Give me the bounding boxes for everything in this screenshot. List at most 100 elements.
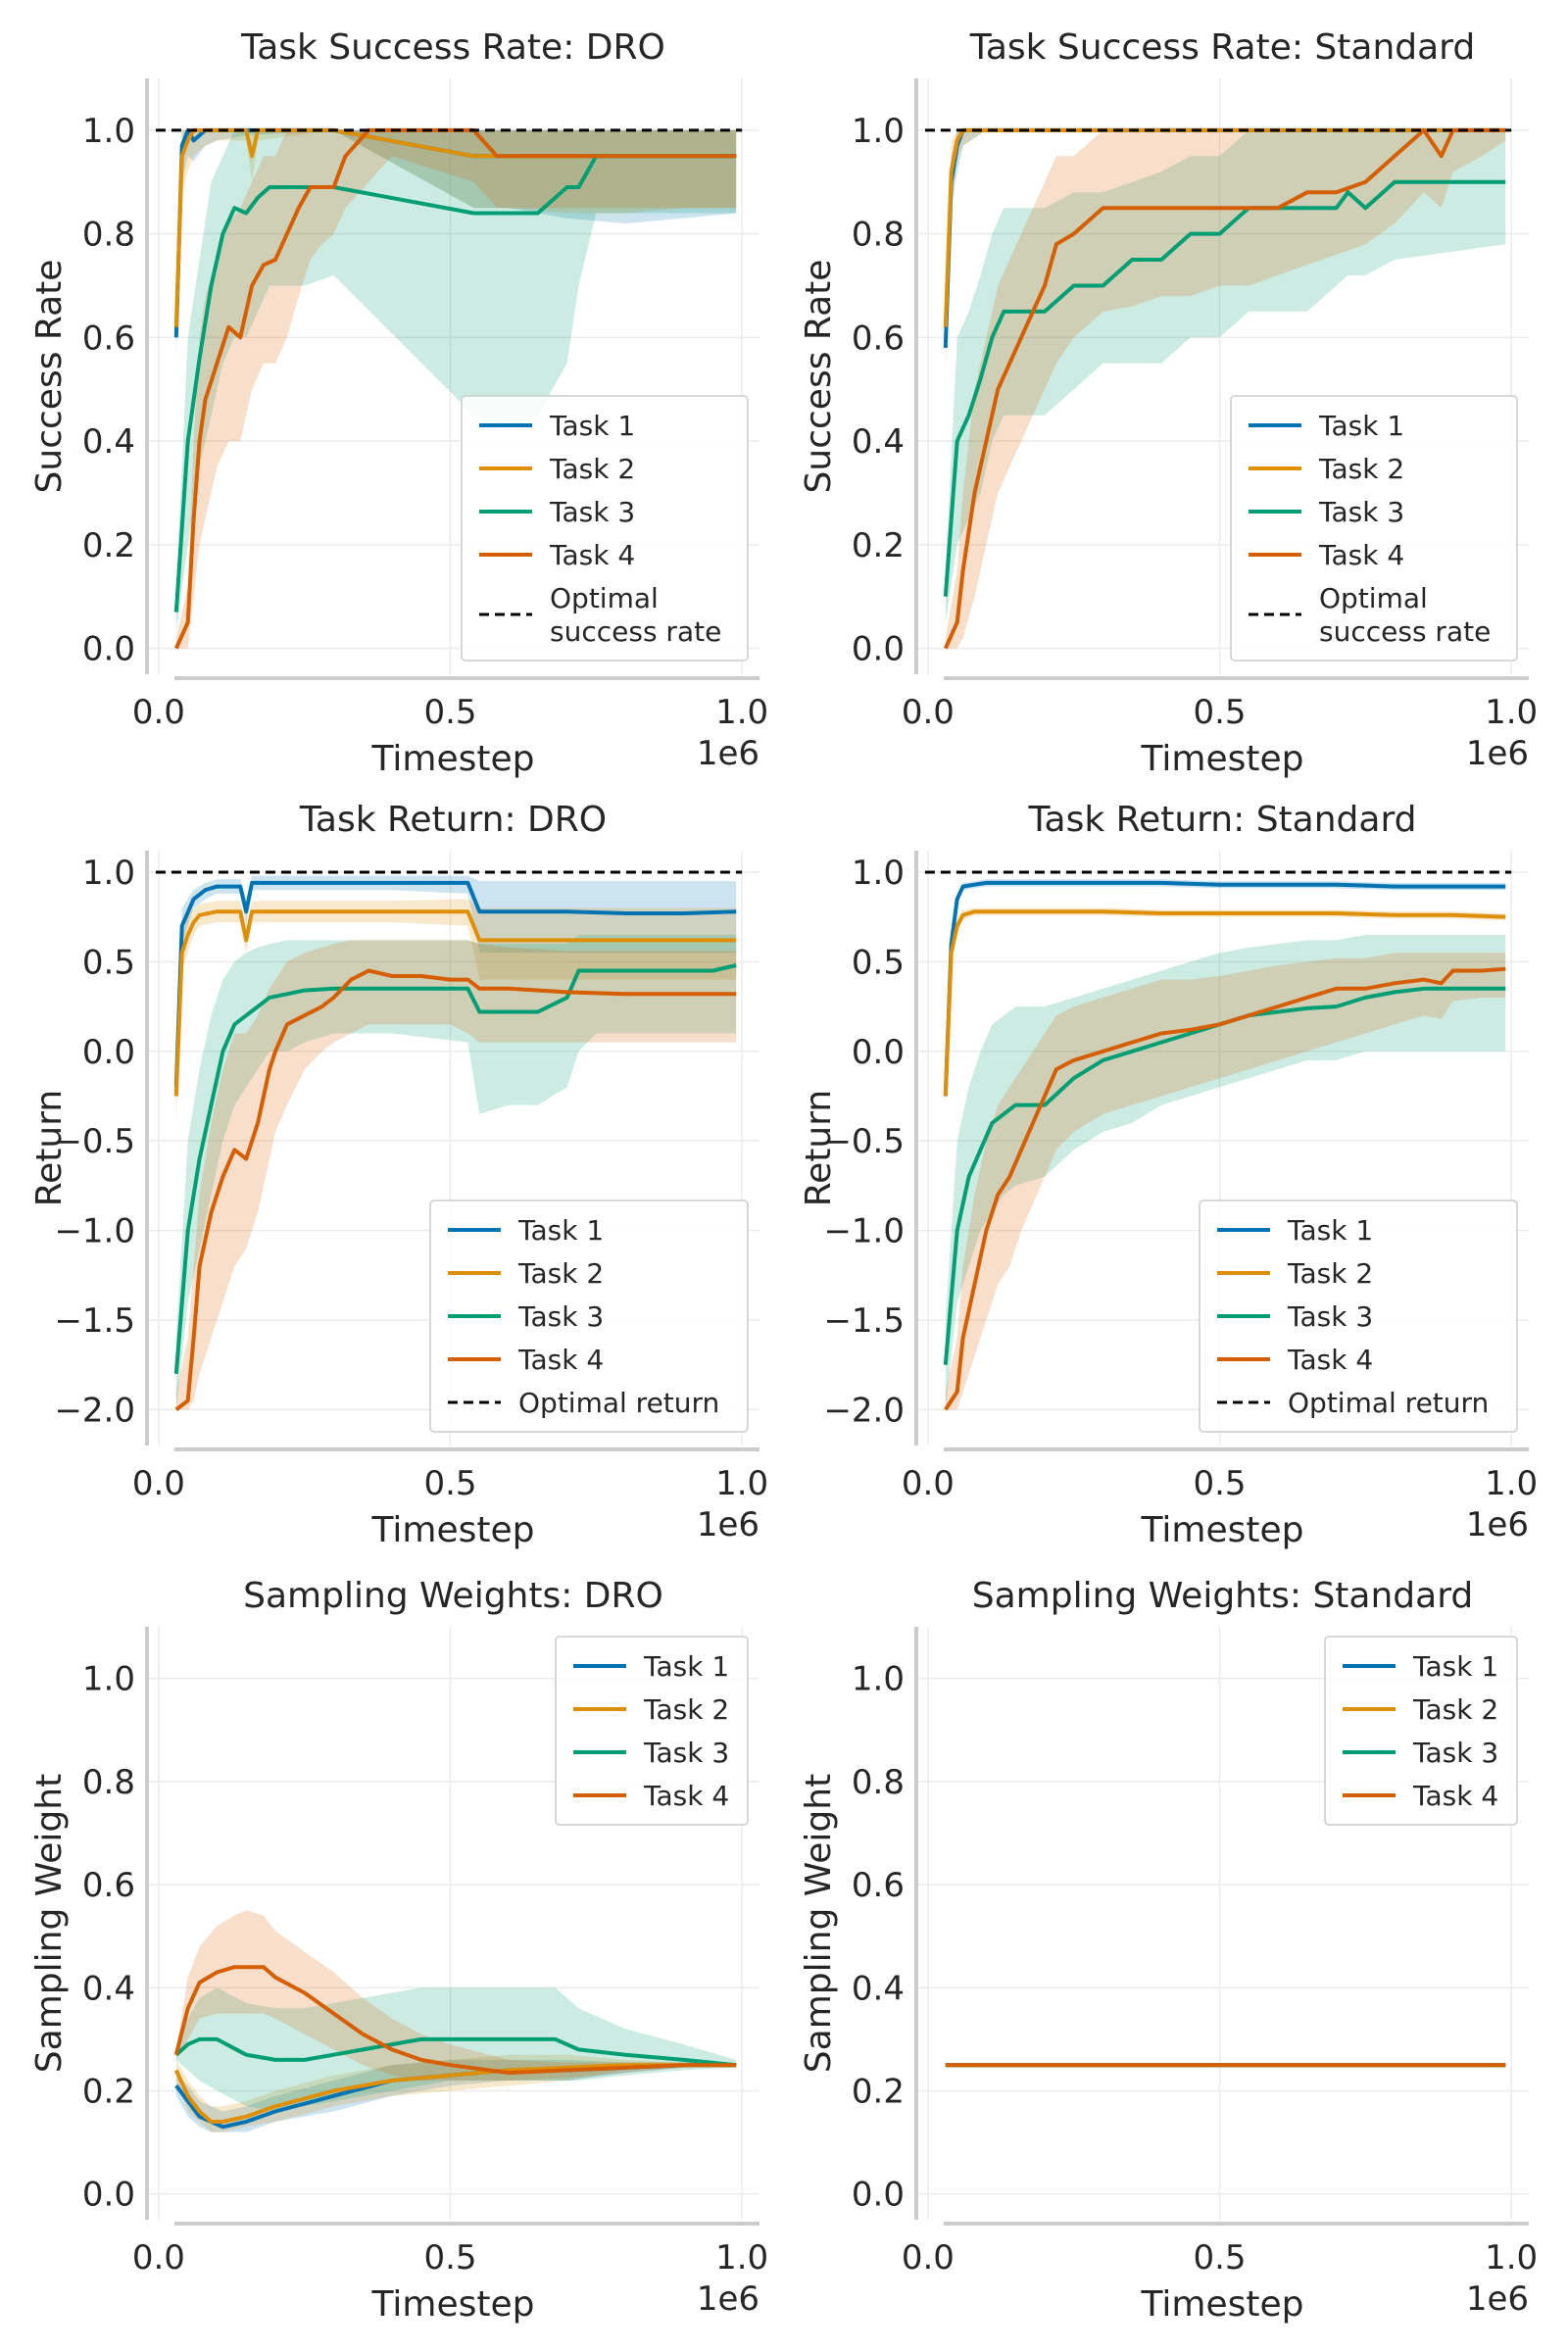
band-task-2 bbox=[175, 899, 737, 1123]
legend-label: Task 2 bbox=[1318, 453, 1404, 485]
band-task-1 bbox=[175, 129, 737, 359]
x-offset-label: 1e6 bbox=[697, 2279, 760, 2319]
y-tick-label: 0.6 bbox=[82, 1866, 135, 1905]
legend-item: Task 4 bbox=[1343, 1780, 1498, 1812]
legend-label: Task 3 bbox=[1287, 1300, 1373, 1333]
y-tick-label: 1.0 bbox=[82, 1660, 135, 1699]
legend: Task 1 Task 2 Task 3 Task 4 Optimal return bbox=[1199, 1200, 1518, 1433]
y-tick-label: 0.2 bbox=[82, 2072, 135, 2111]
x-tick-label: 0.5 bbox=[1193, 693, 1246, 732]
legend-box bbox=[429, 1200, 749, 1433]
legend-box bbox=[461, 395, 749, 662]
band-task-3 bbox=[945, 129, 1506, 623]
legend-item: Task 3 bbox=[1217, 1300, 1373, 1333]
y-tick-label: 0.0 bbox=[852, 2176, 905, 2215]
legend-label: Optimal success rate bbox=[1319, 582, 1491, 648]
x-tick-label: 0.0 bbox=[902, 693, 955, 732]
legend-box bbox=[1324, 1636, 1518, 1826]
line-task-3 bbox=[943, 986, 1506, 1365]
y-tick-label: 0.2 bbox=[852, 526, 905, 565]
x-axis-label: Timestep bbox=[1141, 2284, 1304, 2325]
line-task-3 bbox=[173, 963, 737, 1375]
band-task-4 bbox=[175, 129, 737, 649]
line-task-3 bbox=[174, 2036, 737, 2068]
x-tick-label: 0.0 bbox=[132, 2238, 185, 2278]
line-task-2 bbox=[943, 909, 1506, 1097]
y-tick-label: 0.0 bbox=[82, 2176, 135, 2215]
legend-item: Task 2 bbox=[1343, 1693, 1498, 1726]
legend-item: Task 2 bbox=[573, 1693, 729, 1726]
legend-item: Optimal success rate bbox=[479, 582, 721, 648]
x-tick-label: 1.0 bbox=[1485, 2238, 1538, 2278]
line-task-3 bbox=[943, 179, 1506, 597]
line-task-4 bbox=[943, 127, 1506, 650]
x-tick-label: 0.5 bbox=[423, 2238, 476, 2278]
legend-label: Task 3 bbox=[1412, 1737, 1498, 1769]
band-task-3 bbox=[175, 129, 737, 633]
band-task-3 bbox=[175, 934, 737, 1410]
band-task-4 bbox=[175, 1910, 737, 2081]
line-task-1 bbox=[173, 880, 737, 1088]
legend-item: Task 3 bbox=[479, 496, 635, 528]
legend-label: Task 4 bbox=[1287, 1344, 1373, 1376]
legend: Task 1 Task 2 Task 3 Task 4 bbox=[1324, 1636, 1518, 1826]
legend-label: Task 2 bbox=[1287, 1257, 1373, 1290]
y-tick-label: −2.0 bbox=[823, 1391, 905, 1430]
line-task-4 bbox=[173, 1965, 737, 2076]
legend-item: Optimal return bbox=[1217, 1387, 1489, 1419]
y-tick-label: 1.0 bbox=[852, 854, 905, 893]
legend-item: Task 1 bbox=[1249, 410, 1404, 442]
legend-label: Task 3 bbox=[549, 496, 635, 528]
y-tick-label: −1.0 bbox=[823, 1212, 905, 1251]
y-tick-label: 0.4 bbox=[82, 1969, 135, 2008]
x-offset-label: 1e6 bbox=[1466, 734, 1529, 773]
legend-label: Task 2 bbox=[643, 1693, 729, 1726]
band-task-4 bbox=[945, 129, 1506, 649]
y-tick-label: 0.4 bbox=[852, 1969, 905, 2008]
y-tick-label: 0.8 bbox=[852, 1763, 905, 1802]
x-offset-label: 1e6 bbox=[1466, 2279, 1529, 2319]
panel-ret_dro: −2.0−1.5−1.0−0.50.00.51.00.0 0.5 1.01e6Tas… bbox=[29, 800, 768, 1550]
legend-item: Task 4 bbox=[479, 539, 635, 571]
legend-item: Task 1 bbox=[1343, 1650, 1498, 1683]
x-tick-label: 1.0 bbox=[1485, 693, 1538, 732]
y-tick-label: −0.5 bbox=[54, 1122, 135, 1161]
chart-title: Task Return: DRO bbox=[299, 800, 607, 840]
legend-item: Optimal success rate bbox=[1249, 582, 1491, 648]
x-tick-label: 1.0 bbox=[715, 1464, 768, 1503]
legend: Task 1 Task 2 Task 3 Task 4 Optimal return bbox=[429, 1200, 749, 1433]
chart-title: Sampling Weights: DRO bbox=[243, 1576, 663, 1616]
legend-label: Task 4 bbox=[643, 1780, 729, 1812]
x-tick-label: 0.5 bbox=[423, 1464, 476, 1503]
legend-item: Task 3 bbox=[573, 1737, 729, 1769]
y-tick-label: 1.0 bbox=[852, 112, 905, 151]
panel-ret_std: −2.0−1.5−1.0−0.50.00.51.00.0 0.5 1.01e6Tas… bbox=[799, 800, 1538, 1550]
y-axis-label: Sampling Weight bbox=[799, 1774, 839, 2073]
legend-label: Task 1 bbox=[643, 1650, 729, 1683]
legend-label: Optimal success rate bbox=[550, 582, 721, 648]
line-task-4 bbox=[174, 968, 737, 1411]
band-task-3 bbox=[945, 934, 1506, 1410]
y-tick-label: 0.0 bbox=[852, 1033, 905, 1072]
line-task-1 bbox=[943, 880, 1506, 1097]
legend: Task 1 Task 2 Task 3 Task 4 Optimal success r… bbox=[1230, 395, 1518, 662]
y-tick-label: 0.8 bbox=[82, 1763, 135, 1802]
chart-title: Task Return: Standard bbox=[1028, 800, 1417, 840]
y-axis-label: Success Rate bbox=[799, 260, 839, 494]
gridlines bbox=[147, 1627, 760, 2220]
y-tick-label: 0.6 bbox=[852, 318, 905, 358]
y-tick-label: 0.0 bbox=[82, 630, 135, 669]
legend-item: Task 1 bbox=[448, 1214, 604, 1247]
y-tick-label: 0.6 bbox=[852, 1866, 905, 1905]
legend-box bbox=[1199, 1200, 1518, 1433]
y-tick-label: −2.0 bbox=[54, 1391, 135, 1430]
line-task-2 bbox=[173, 909, 737, 1097]
legend-item: Task 3 bbox=[1249, 496, 1404, 528]
y-tick-label: 0.0 bbox=[852, 630, 905, 669]
y-tick-label: −1.5 bbox=[54, 1301, 135, 1341]
y-tick-label: 0.0 bbox=[82, 1033, 135, 1072]
legend-label: Task 3 bbox=[517, 1300, 604, 1333]
legend-item: Task 2 bbox=[1249, 453, 1404, 485]
legend-item: Task 4 bbox=[1249, 539, 1404, 571]
legend-item: Task 1 bbox=[1217, 1214, 1373, 1247]
